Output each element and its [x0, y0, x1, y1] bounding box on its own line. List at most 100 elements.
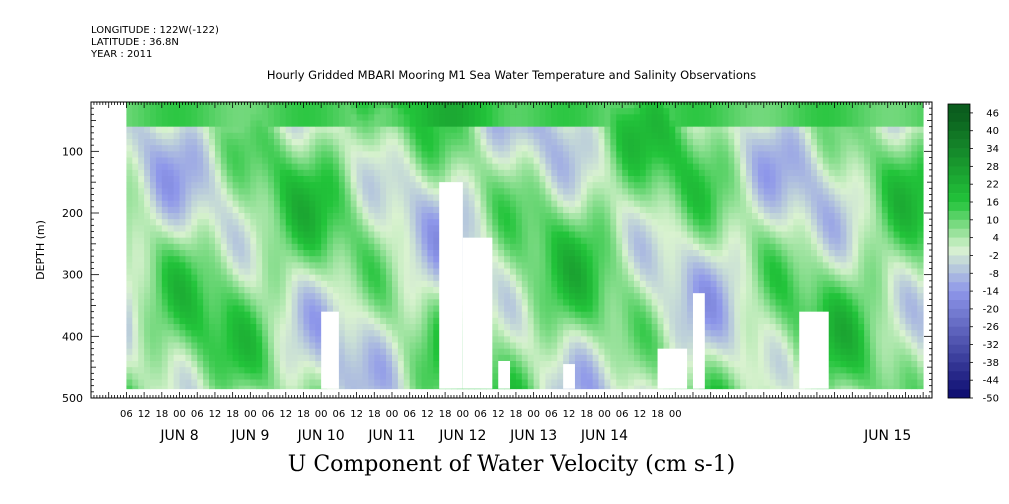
- heatmap-cell: [545, 305, 552, 313]
- heatmap-cell: [285, 280, 293, 288]
- heatmap-cell: [203, 262, 210, 269]
- heatmap-cell: [716, 379, 723, 387]
- heatmap-cell: [728, 188, 735, 195]
- heatmap-cell: [527, 342, 535, 350]
- heatmap-cell: [167, 379, 175, 387]
- heatmap-cell: [167, 324, 175, 331]
- heatmap-cell: [663, 250, 670, 257]
- heatmap-cell: [226, 268, 234, 276]
- heatmap-cell: [344, 219, 352, 226]
- heatmap-cell: [746, 200, 753, 208]
- heatmap-cell: [687, 151, 694, 158]
- heatmap-cell: [569, 213, 576, 220]
- heatmap-cell: [669, 317, 676, 325]
- heatmap-cell: [586, 361, 594, 368]
- heatmap-cell: [350, 219, 357, 226]
- heatmap-cell: [321, 157, 328, 165]
- heatmap-cell: [510, 114, 517, 121]
- heatmap-cell: [622, 317, 629, 325]
- heatmap-cell: [421, 274, 428, 282]
- heatmap-cell: [250, 200, 257, 208]
- heatmap-cell: [291, 324, 298, 331]
- heatmap-cell: [191, 330, 198, 337]
- heatmap-cell: [746, 139, 753, 146]
- heatmap-cell: [722, 342, 729, 350]
- heatmap-cell: [710, 176, 717, 183]
- heatmap-cell: [710, 354, 717, 362]
- heatmap-cell: [203, 385, 210, 390]
- heatmap-cell: [639, 219, 647, 226]
- heatmap-cell: [403, 385, 411, 390]
- heatmap-cell: [604, 250, 611, 257]
- heatmap-cell: [628, 176, 635, 183]
- heatmap-cell: [161, 330, 169, 337]
- heatmap-cell: [456, 120, 464, 128]
- heatmap-cell: [244, 126, 251, 134]
- heatmap-cell: [669, 132, 676, 140]
- heatmap-cell: [403, 367, 411, 374]
- heatmap-cell: [504, 274, 511, 282]
- heatmap-cell: [698, 250, 706, 257]
- heatmap-cell: [256, 163, 263, 171]
- heatmap-cell: [315, 206, 322, 214]
- heatmap-cell: [220, 206, 228, 214]
- heatmap-cell: [510, 336, 517, 343]
- heatmap-cell: [527, 317, 535, 325]
- heatmap-cell: [651, 200, 658, 208]
- heatmap-cell: [734, 157, 741, 165]
- heatmap-cell: [179, 182, 186, 189]
- heatmap-cell: [368, 361, 375, 368]
- heatmap-cell: [498, 354, 505, 362]
- heatmap-cell: [138, 299, 145, 306]
- heatmap-cell: [220, 305, 228, 313]
- heatmap-cell: [445, 102, 452, 109]
- heatmap-cell: [238, 336, 245, 343]
- heatmap-cell: [545, 379, 552, 387]
- heatmap-cell: [262, 293, 269, 300]
- heatmap-cell: [356, 108, 363, 115]
- heatmap-cell: [397, 243, 405, 251]
- heatmap-cell: [315, 287, 322, 294]
- heatmap-cell: [138, 305, 145, 313]
- heatmap-cell: [220, 108, 228, 115]
- heatmap-cell: [510, 274, 517, 282]
- heatmap-cell: [746, 317, 753, 325]
- heatmap-cell: [527, 145, 535, 152]
- heatmap-cell: [155, 373, 163, 380]
- heatmap-cell: [687, 188, 694, 195]
- heatmap-cell: [138, 213, 145, 220]
- heatmap-cell: [380, 114, 387, 121]
- heatmap-cell: [268, 373, 275, 380]
- heatmap-cell: [722, 379, 729, 387]
- heatmap-cell: [167, 287, 175, 294]
- heatmap-cell: [132, 262, 139, 269]
- heatmap-cell: [344, 373, 352, 380]
- heatmap-cell: [197, 151, 204, 158]
- heatmap-cell: [297, 268, 304, 276]
- heatmap-cell: [539, 157, 546, 165]
- heatmap-cell: [722, 354, 729, 362]
- heatmap-cell: [557, 206, 564, 214]
- heatmap-cell: [397, 102, 405, 109]
- heatmap-cell: [362, 219, 369, 226]
- heatmap-cell: [409, 317, 416, 325]
- heatmap-cell: [427, 120, 434, 128]
- heatmap-cell: [645, 163, 653, 171]
- heatmap-cell: [309, 225, 316, 232]
- heatmap-cell: [397, 145, 405, 152]
- latitude-label: LATITUDE : 36.8N: [91, 37, 179, 48]
- heatmap-cell: [669, 213, 676, 220]
- heatmap-cell: [150, 250, 157, 257]
- heatmap-cell: [486, 206, 493, 214]
- heatmap-cell: [374, 293, 381, 300]
- heatmap-cell: [563, 126, 570, 134]
- heatmap-cell: [232, 188, 239, 195]
- heatmap-cell: [268, 139, 275, 146]
- heatmap-cell: [403, 157, 411, 165]
- heatmap-cell: [722, 169, 729, 177]
- heatmap-cell: [427, 206, 434, 214]
- heatmap-cell: [391, 213, 399, 220]
- heatmap-cell: [580, 256, 588, 263]
- heatmap-cell: [150, 274, 157, 282]
- heatmap-cell: [598, 342, 605, 350]
